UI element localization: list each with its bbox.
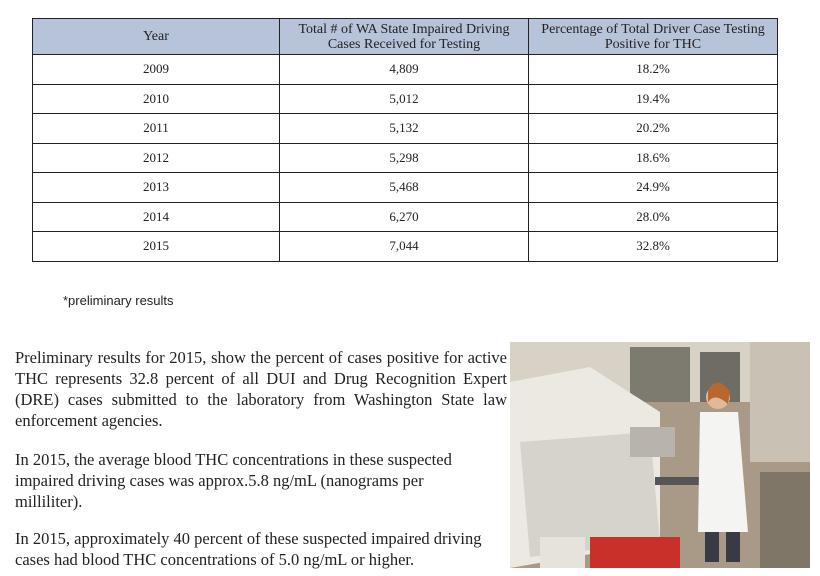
table-cell: 2013 xyxy=(32,172,280,203)
paragraph: Preliminary results for 2015, show the p… xyxy=(15,348,507,430)
table-cell: 18.6% xyxy=(528,142,778,173)
lab-photo xyxy=(510,342,810,568)
table-cell: 5,468 xyxy=(279,172,529,203)
table-cell: 2011 xyxy=(32,113,280,144)
table-row: 2010 5,012 19.4% xyxy=(32,83,778,114)
table-cell: 32.8% xyxy=(528,231,778,262)
table-cell: 4,809 xyxy=(279,54,529,85)
column-header: Total # of WA State Impaired Driving Cas… xyxy=(279,18,529,55)
table-row: 2013 5,468 24.9% xyxy=(32,172,778,203)
table-row: 2011 5,132 20.2% xyxy=(32,113,778,144)
table-cell: 18.2% xyxy=(528,54,778,85)
table-body: 2009 4,809 18.2% 2010 5,012 19.4% 2011 5,132 20.… xyxy=(32,54,778,262)
table-cell: 5,298 xyxy=(279,142,529,173)
header-row: Year Total # of WA State Impaired Driving… xyxy=(32,18,778,55)
column-header: Percentage of Total Driver Case Testing … xyxy=(528,18,778,55)
table-cell: 2015 xyxy=(32,231,280,262)
table-cell: 2012 xyxy=(32,142,280,173)
column-header: Year xyxy=(32,18,280,55)
table-row: 2009 4,809 18.2% xyxy=(32,54,778,85)
table-cell: 5,132 xyxy=(279,113,529,144)
note: *preliminary results xyxy=(63,293,174,308)
table-cell: 28.0% xyxy=(528,201,778,232)
table-cell: 5,012 xyxy=(279,83,529,114)
table-cell: 2014 xyxy=(32,201,280,232)
table-row: 2015 7,044 32.8% xyxy=(32,231,778,262)
table-cell: 20.2% xyxy=(528,113,778,144)
table-row: 2012 5,298 18.6% xyxy=(32,142,778,173)
table-cell: 2010 xyxy=(32,83,280,114)
table-cell: 24.9% xyxy=(528,172,778,203)
table-row: 2014 6,270 28.0% xyxy=(32,201,778,232)
table-cell: 7,044 xyxy=(279,231,529,262)
paragraph: In 2015, the average blood THC concentra… xyxy=(15,450,452,511)
paragraph: In 2015, approximately 40 percent of the… xyxy=(15,529,482,569)
table-cell: 2009 xyxy=(32,54,280,85)
table-cell: 19.4% xyxy=(528,83,778,114)
data-table: Year Total # of WA State Impaired Driving… xyxy=(32,18,778,262)
table-cell: 6,270 xyxy=(279,201,529,232)
